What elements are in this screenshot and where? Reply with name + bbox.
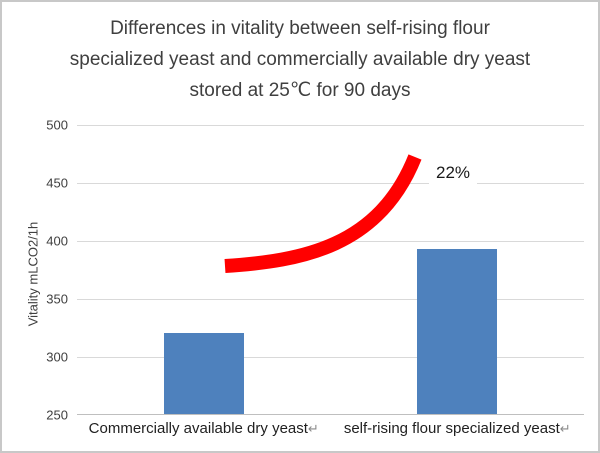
gridline xyxy=(77,357,584,358)
x-axis-line xyxy=(77,414,584,415)
bar-commercial-dry-yeast xyxy=(163,332,244,414)
gridline xyxy=(77,241,584,242)
x-axis-category-labels: Commercially available dry yeast↵ self-r… xyxy=(77,420,584,437)
y-tick-label: 250 xyxy=(46,407,68,423)
bar-self-rising-flour-yeast xyxy=(417,249,498,414)
gridline xyxy=(77,299,584,300)
gridline xyxy=(77,125,584,126)
category-label-self-rising-flour-yeast: self-rising flour specialized yeast↵ xyxy=(343,420,571,437)
y-tick-label: 450 xyxy=(46,175,68,191)
percent-increase-label: 22% xyxy=(429,162,478,184)
y-tick-label: 500 xyxy=(46,117,68,133)
y-tick-label: 350 xyxy=(46,291,68,307)
y-tick-label: 400 xyxy=(46,233,68,249)
return-mark-icon: ↵ xyxy=(559,421,571,436)
plot-area xyxy=(77,125,584,415)
category-label-commercial-dry-yeast: Commercially available dry yeast↵ xyxy=(88,420,319,437)
chart-title-line-2: specialized yeast and commercially avail… xyxy=(69,49,531,70)
chart-title: Differences in vitality between self-ris… xyxy=(2,13,598,106)
chart-title-line-3: stored at 25℃ for 90 days xyxy=(189,80,411,101)
y-tick-label: 300 xyxy=(46,349,68,365)
return-mark-icon: ↵ xyxy=(307,421,319,436)
y-axis-tick-labels: 250 300 350 400 450 500 xyxy=(2,118,68,423)
gridline xyxy=(77,183,584,184)
chart-title-line-1: Differences in vitality between self-ris… xyxy=(110,18,490,39)
